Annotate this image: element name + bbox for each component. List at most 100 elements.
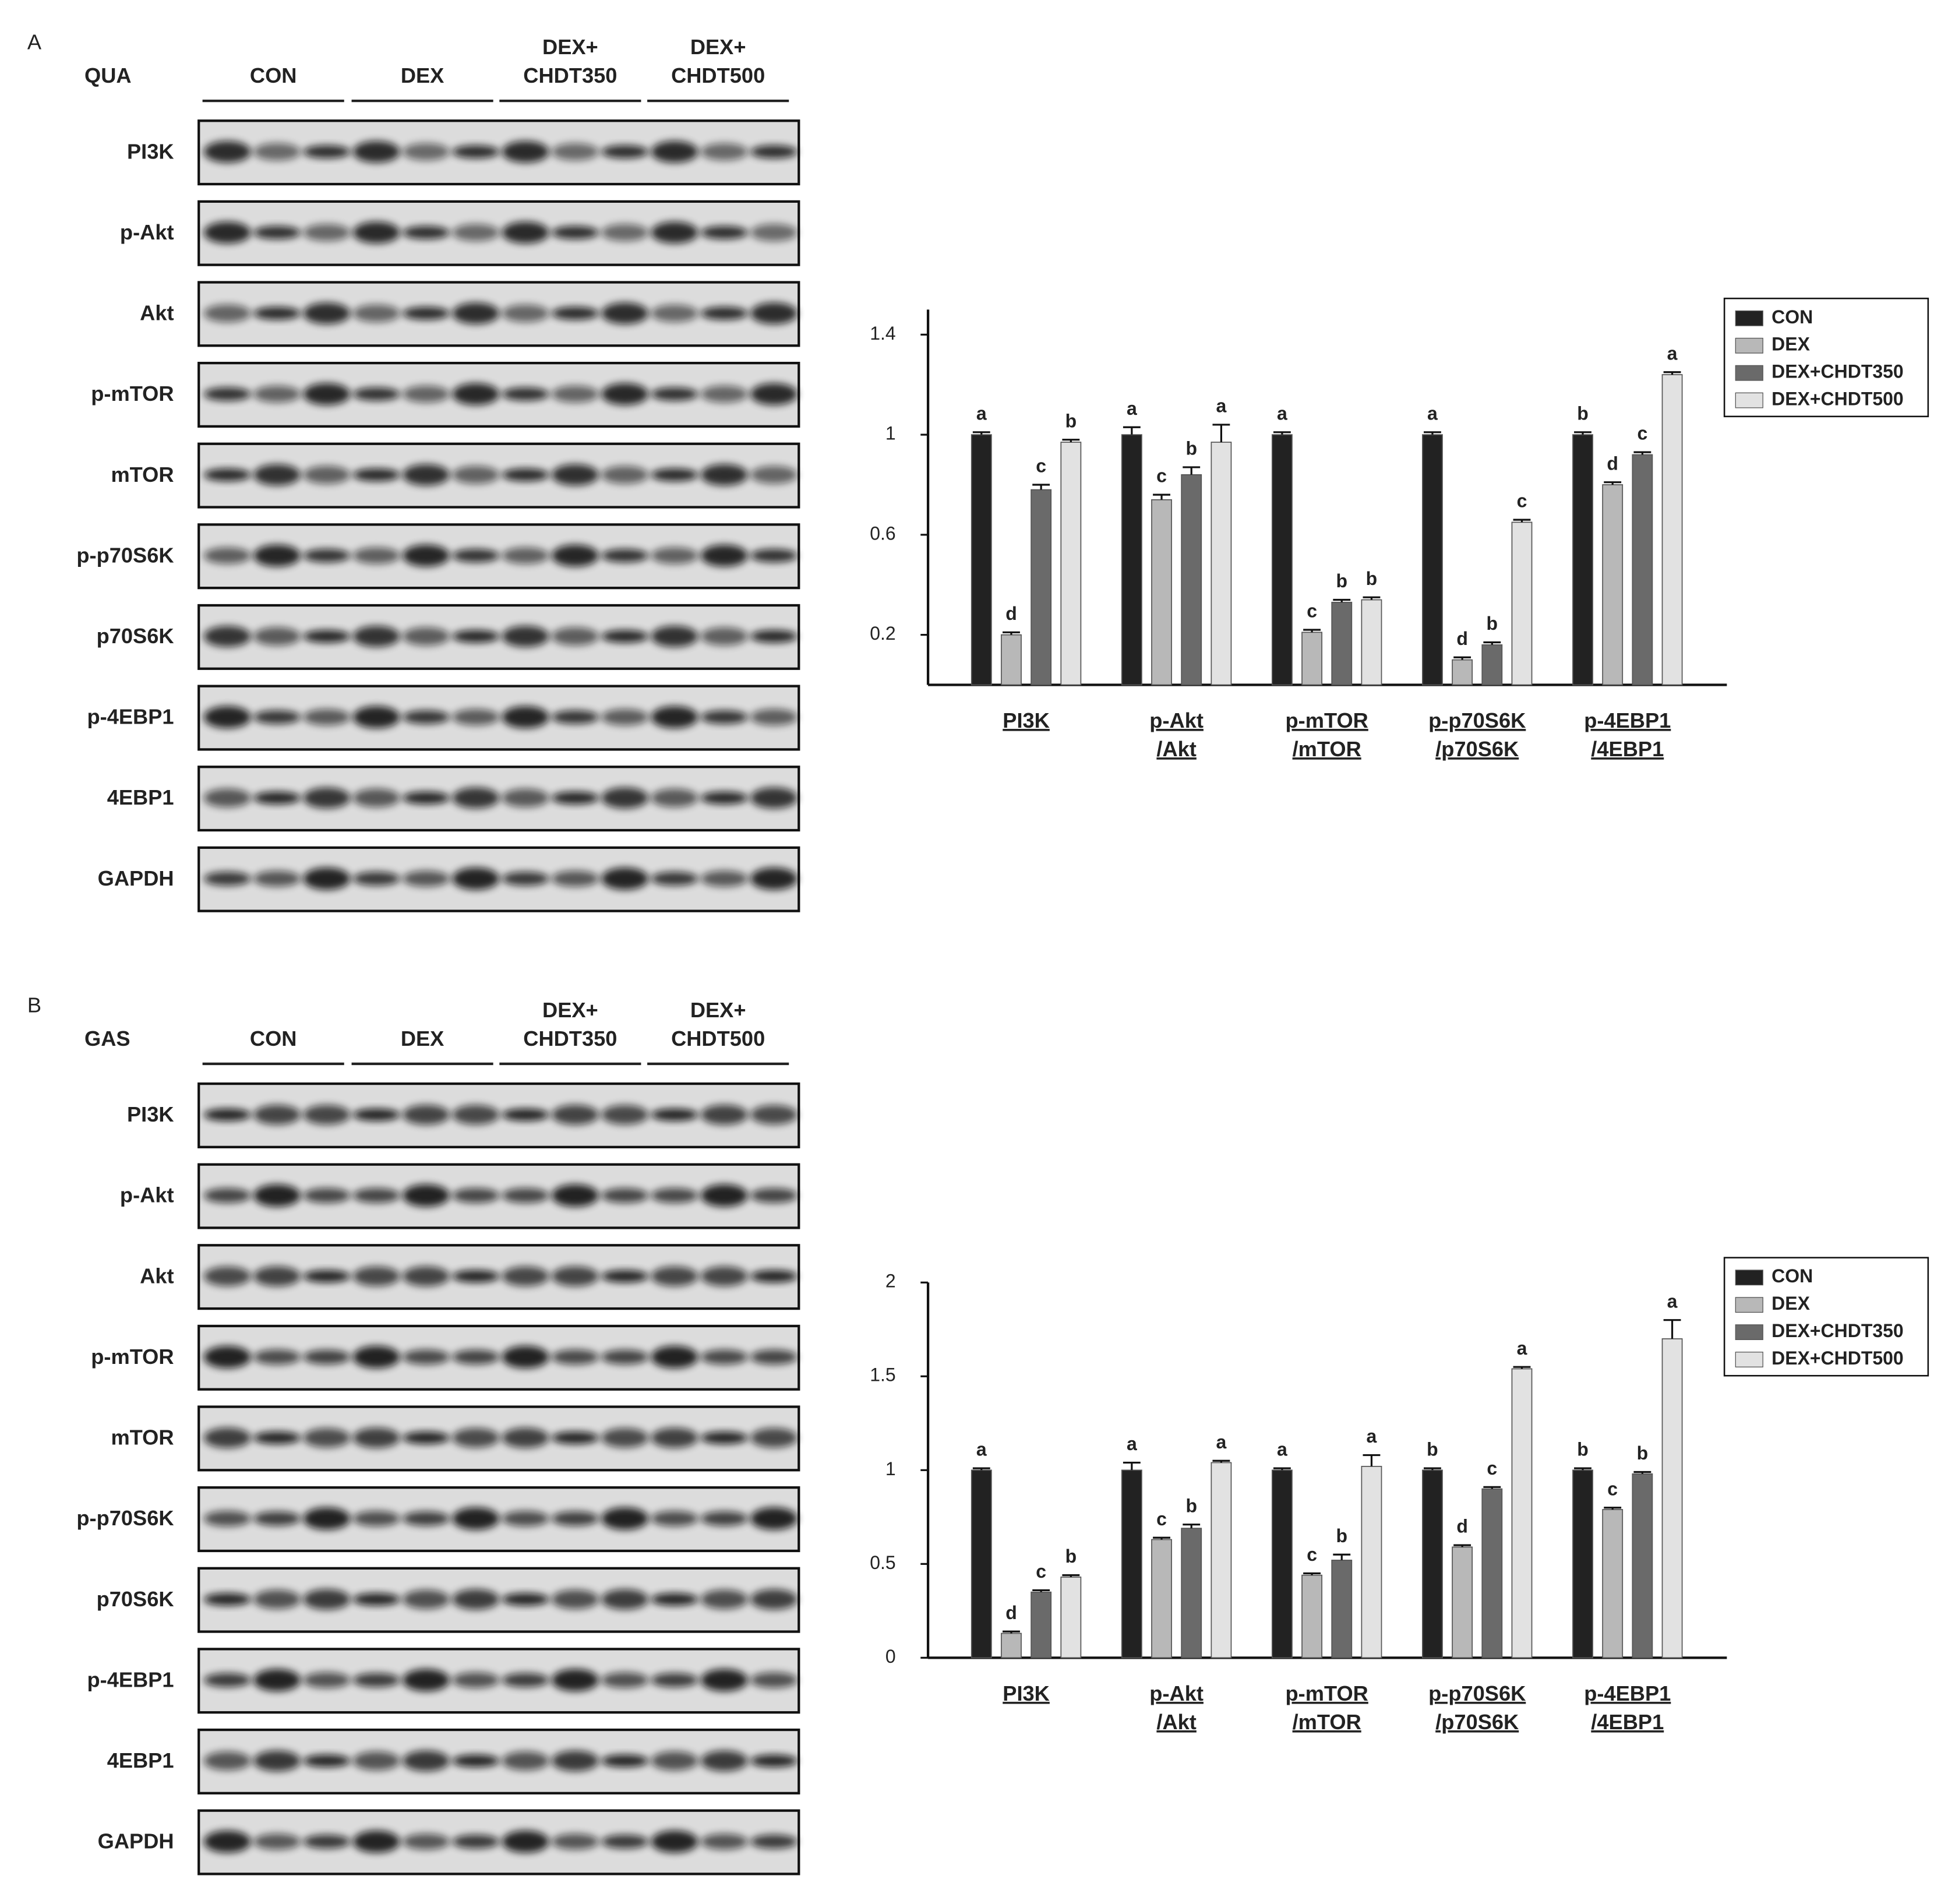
error-bar (1633, 1471, 1651, 1474)
x-tick-label: /4EBP1 (1591, 1710, 1664, 1734)
bar (1331, 601, 1353, 686)
blot-band (601, 868, 649, 890)
blot-band (352, 1427, 400, 1448)
error-bar (1303, 629, 1321, 633)
error-bar (1604, 1507, 1622, 1510)
group-label: CHDT500 (671, 64, 765, 87)
blot-band (352, 468, 400, 482)
blot-band (502, 1188, 549, 1203)
blot-band (303, 1270, 351, 1283)
blot-band (750, 1507, 798, 1530)
significance-letter: c (1036, 456, 1046, 477)
legend-swatch (1735, 1297, 1763, 1313)
blot-band (402, 1589, 450, 1609)
bar (1452, 1546, 1473, 1659)
significance-letter: a (1367, 1426, 1377, 1447)
blot-band (402, 1349, 450, 1365)
blot-band (551, 464, 599, 486)
bar (1151, 1539, 1172, 1659)
blot-band (750, 224, 798, 242)
protein-label: mTOR (111, 463, 174, 486)
blot-band (253, 1669, 301, 1691)
y-tick-label: 0 (885, 1646, 896, 1667)
blot-band (750, 466, 798, 484)
blot-band (452, 630, 500, 643)
error-bar (1363, 596, 1381, 600)
x-tick-label: /Akt (1156, 1710, 1196, 1734)
blot-band (402, 143, 450, 161)
error-bar (1333, 1553, 1351, 1560)
significance-letter: a (976, 1439, 987, 1460)
error-bar (1333, 598, 1351, 602)
blot-band (203, 788, 251, 808)
protein-label: Akt (140, 1264, 174, 1288)
error-bar (1273, 431, 1291, 435)
blot-band (303, 1754, 351, 1768)
error-bar (1453, 656, 1471, 660)
blot-band (700, 143, 748, 161)
blot-band (651, 1673, 698, 1687)
blot-band (203, 304, 251, 323)
significance-letter: a (1216, 1431, 1227, 1452)
blot-band (253, 1349, 301, 1365)
legend-swatch (1735, 337, 1763, 354)
bar (971, 434, 992, 686)
significance-letter: b (1336, 570, 1347, 591)
blot-band (700, 544, 748, 567)
blot-band (203, 1108, 251, 1122)
blot-band (750, 549, 798, 563)
blot-band (402, 1669, 450, 1691)
blot-band (700, 385, 748, 403)
significance-letter: c (1517, 491, 1527, 512)
blot-band (402, 1511, 450, 1526)
significance-letter: a (976, 403, 987, 424)
blot-band (303, 1428, 351, 1448)
blot-band (452, 1589, 500, 1610)
blot-band (750, 787, 798, 809)
blot-band (651, 1346, 698, 1369)
group-label: CHDT350 (523, 1027, 617, 1050)
protein-label: 4EBP1 (107, 1748, 174, 1772)
blot-band (303, 145, 351, 158)
group-label: CHDT350 (523, 64, 617, 87)
bar (1661, 374, 1683, 686)
blot-band (352, 626, 400, 647)
blot-band (700, 1511, 748, 1526)
significance-letter: a (1517, 1338, 1527, 1359)
blot-band (253, 544, 301, 567)
blot-band (651, 1593, 698, 1606)
error-bar (1153, 493, 1170, 500)
blot-band (700, 225, 748, 239)
bar (1361, 599, 1382, 686)
error-bar (1123, 1461, 1141, 1471)
blot-band (651, 1108, 698, 1122)
blot-band (551, 1266, 599, 1286)
error-bar (1153, 1536, 1170, 1540)
blot-band (402, 1834, 450, 1850)
error-bar (1574, 431, 1591, 435)
blot-band (551, 306, 599, 320)
error-bar (1363, 1454, 1381, 1466)
blot-band (700, 1349, 748, 1365)
protein-label: p70S6K (97, 1587, 174, 1611)
group-label: DEX+ (542, 35, 598, 59)
protein-label: GAPDH (98, 866, 174, 890)
bar (1211, 442, 1232, 686)
blot-band (551, 710, 599, 724)
protein-label: p70S6K (97, 624, 174, 648)
blot-band (601, 1105, 649, 1125)
blot-band (203, 221, 251, 244)
error-bar (1424, 1467, 1441, 1471)
blot-band (402, 464, 450, 486)
blot-band (303, 224, 351, 241)
group-label: CON (250, 1027, 297, 1050)
blot-band (551, 225, 599, 239)
error-bar (1183, 466, 1201, 475)
blot-band (303, 1349, 351, 1364)
x-tick-label: p-4EBP1 (1584, 708, 1671, 732)
blot-band (352, 547, 400, 564)
significance-letter: a (1216, 396, 1227, 417)
error-bar (972, 1467, 990, 1471)
bar (1301, 632, 1322, 686)
significance-letter: b (1185, 1495, 1197, 1516)
